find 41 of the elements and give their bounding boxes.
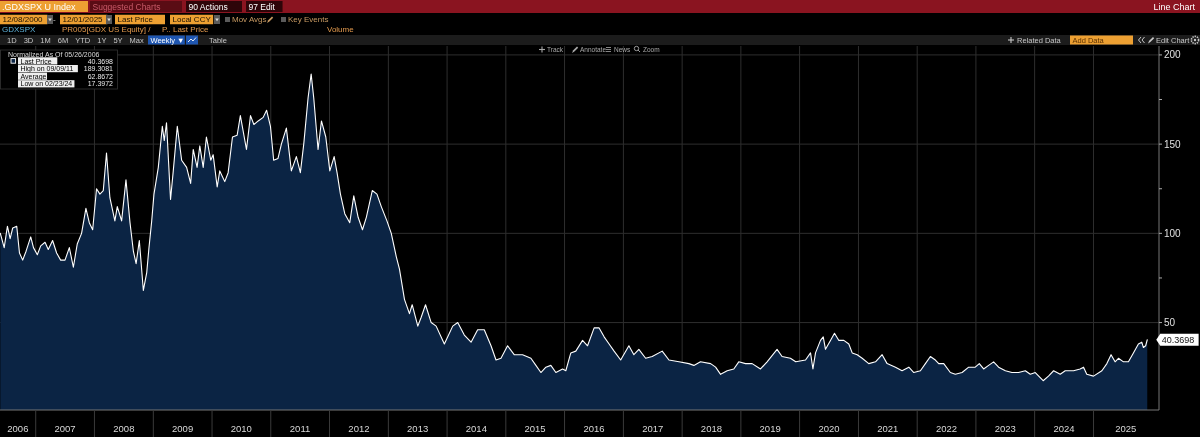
x-tick-label: 2009	[172, 422, 194, 434]
x-tick-label: 2019	[759, 422, 781, 434]
x-tick-label: 2008	[113, 422, 135, 434]
text: PR005[GDX US Equity] /	[62, 25, 152, 34]
text: Line Chart	[1153, 1, 1196, 12]
x-tick-label: 2024	[1053, 422, 1075, 434]
text: 97 Edit	[248, 1, 276, 12]
text: 12/08/2000	[2, 15, 44, 24]
text: 90 Actions	[188, 1, 228, 12]
y-tick-label: 50	[1164, 317, 1176, 329]
x-tick-label: 2020	[818, 422, 840, 434]
x-tick-label: 2022	[935, 422, 958, 434]
text: Key Events	[288, 15, 329, 24]
annotation: 40.3698	[1161, 334, 1195, 345]
chart-title: .GDXSPX U Index	[2, 1, 77, 12]
text: GDXSPX	[2, 25, 37, 34]
x-tick-label: 2023	[994, 422, 1016, 434]
y-tick-label: 200	[1164, 49, 1182, 61]
text: Suggested Charts	[92, 1, 161, 12]
x-tick-label: 2014	[465, 422, 487, 434]
text: Volume	[327, 25, 355, 34]
y-tick-label: 100	[1164, 227, 1182, 239]
x-tick-label: 2010	[230, 422, 252, 434]
y-tick-label: 150	[1164, 138, 1182, 150]
text: -	[53, 15, 56, 24]
text: 12/01/2025	[62, 15, 104, 24]
text: Mov Avgs	[232, 15, 267, 24]
text: Local CCY	[172, 15, 212, 24]
x-tick-label: 2025	[1115, 422, 1137, 434]
x-tick-label: 2018	[700, 422, 722, 434]
x-tick-label: 2012	[348, 422, 370, 434]
x-tick-label: 2011	[289, 422, 311, 434]
x-tick-label: 2015	[524, 422, 546, 434]
x-tick-label: 2007	[54, 422, 76, 434]
x-tick-label: 2013	[407, 422, 429, 434]
x-tick-label: 2021	[877, 422, 899, 434]
x-tick-label: 2017	[642, 422, 664, 434]
text: Last Price	[117, 15, 154, 24]
text: P.. Last Price	[162, 25, 210, 34]
x-tick-label: 2016	[583, 422, 605, 434]
x-tick-label: 2006	[7, 422, 29, 434]
